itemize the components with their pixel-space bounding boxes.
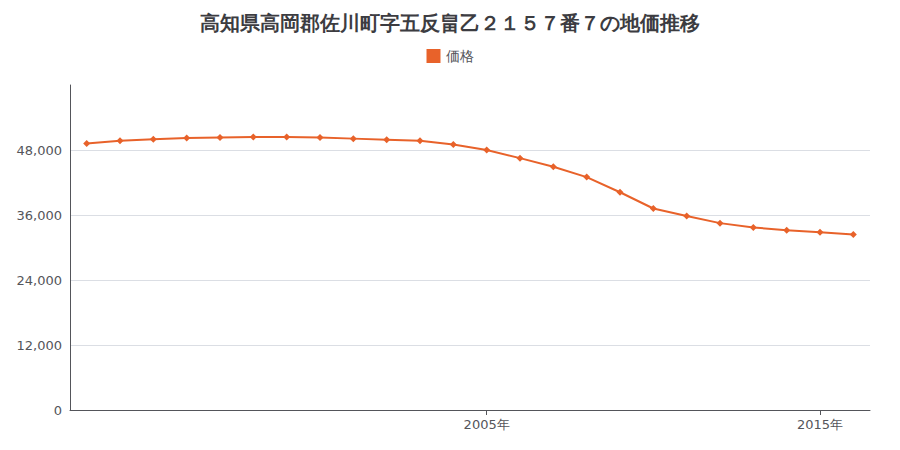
svg-text:2005年: 2005年 <box>464 417 510 432</box>
svg-text:0: 0 <box>54 403 62 418</box>
svg-text:高知県高岡郡佐川町字五反畠乙２１５７番７の地価推移: 高知県高岡郡佐川町字五反畠乙２１５７番７の地価推移 <box>200 11 700 35</box>
svg-text:24,000: 24,000 <box>17 273 63 288</box>
svg-text:48,000: 48,000 <box>17 143 63 158</box>
svg-text:36,000: 36,000 <box>17 208 63 223</box>
svg-text:12,000: 12,000 <box>17 338 63 353</box>
svg-text:価格: 価格 <box>446 48 474 64</box>
svg-text:2015年: 2015年 <box>797 417 843 432</box>
